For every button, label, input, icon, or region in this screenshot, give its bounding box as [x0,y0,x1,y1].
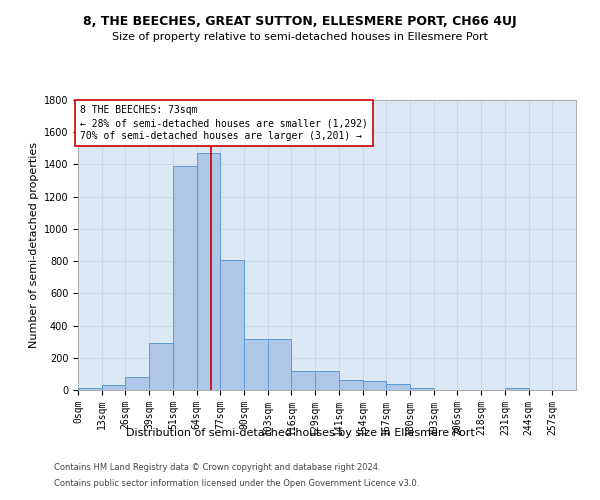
Text: Contains public sector information licensed under the Open Government Licence v3: Contains public sector information licen… [54,478,419,488]
Bar [362,381,386,390]
Text: 8 THE BEECHES: 73sqm
← 28% of semi-detached houses are smaller (1,292)
70% of se: 8 THE BEECHES: 73sqm ← 28% of semi-detac… [80,105,368,141]
Text: 8, THE BEECHES, GREAT SUTTON, ELLESMERE PORT, CH66 4UJ: 8, THE BEECHES, GREAT SUTTON, ELLESMERE … [83,15,517,28]
Text: Distribution of semi-detached houses by size in Ellesmere Port: Distribution of semi-detached houses by … [125,428,475,438]
Bar [149,344,173,390]
Bar [292,370,315,390]
Bar [220,260,244,390]
Bar [339,380,362,390]
Bar [268,339,292,390]
Bar [505,388,529,390]
Bar [244,339,268,390]
Bar [197,153,220,390]
Y-axis label: Number of semi-detached properties: Number of semi-detached properties [29,142,40,348]
Text: Contains HM Land Registry data © Crown copyright and database right 2024.: Contains HM Land Registry data © Crown c… [54,464,380,472]
Bar [173,166,197,390]
Text: Size of property relative to semi-detached houses in Ellesmere Port: Size of property relative to semi-detach… [112,32,488,42]
Bar [410,388,434,390]
Bar [315,370,339,390]
Bar [125,377,149,390]
Bar [78,388,102,390]
Bar [102,385,125,390]
Bar [386,384,410,390]
